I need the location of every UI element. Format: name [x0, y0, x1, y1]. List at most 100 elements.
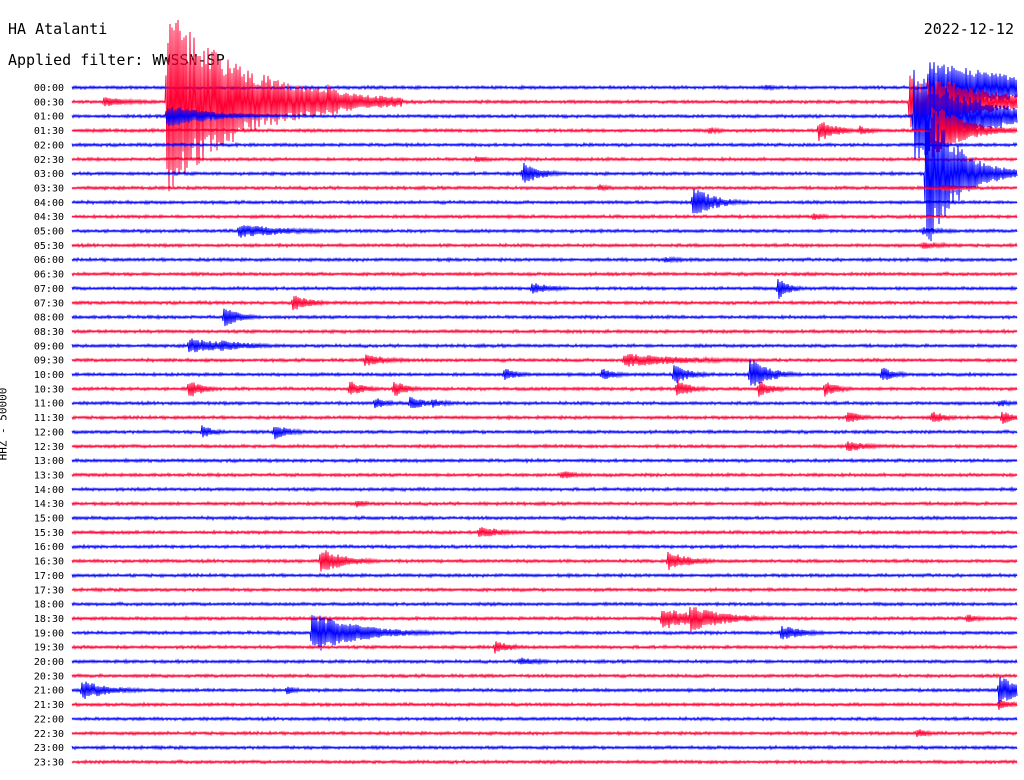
row-label: 23:30: [34, 757, 64, 768]
row-label: 06:00: [34, 255, 64, 266]
seismic-trace: [71, 744, 1018, 751]
seismic-trace: [71, 676, 1018, 704]
row-label: 13:00: [34, 456, 64, 467]
seismic-trace: [71, 699, 1018, 710]
row-label: 09:30: [34, 356, 64, 367]
seismic-trace: [71, 19, 1018, 192]
seismic-trace: [71, 380, 1018, 397]
seismic-trace: [71, 189, 1018, 214]
seismic-trace: [71, 615, 1018, 651]
row-label: 20:30: [34, 671, 64, 682]
seismic-trace: [71, 104, 1018, 242]
row-label: 01:30: [34, 126, 64, 137]
seismic-trace: [71, 156, 1018, 163]
row-label: 17:30: [34, 585, 64, 596]
row-label: 04:30: [34, 212, 64, 223]
seismic-trace: [71, 500, 1018, 508]
seismic-trace: [71, 241, 1018, 250]
seismic-trace: [71, 328, 1018, 335]
row-label: 11:30: [34, 413, 64, 424]
row-label: 16:00: [34, 542, 64, 553]
seismic-trace: [71, 543, 1018, 550]
seismic-trace: [71, 758, 1018, 765]
seismic-trace: [71, 184, 1018, 193]
row-label-group: 00:00 00:30 01:00 01:30 02:00 02:30 03:00 03:30…: [34, 83, 64, 768]
seismic-trace: [71, 107, 1018, 158]
row-label: 18:00: [34, 600, 64, 611]
seismic-trace: [71, 359, 1018, 386]
row-label: 22:30: [34, 729, 64, 740]
row-label: 14:00: [34, 485, 64, 496]
seismic-trace: [71, 255, 1018, 264]
row-label: 19:00: [34, 628, 64, 639]
seismic-trace: [71, 396, 1018, 409]
date-label: 2022-12-12: [923, 20, 1014, 38]
seismic-trace: [71, 295, 1018, 311]
seismic-trace: [71, 607, 1018, 632]
seismic-trace: [71, 213, 1018, 220]
seismic-trace: [71, 308, 1018, 327]
row-label: 08:00: [34, 313, 64, 324]
row-label: 02:30: [34, 155, 64, 166]
seismic-trace: [71, 338, 1018, 353]
trace-group: [71, 19, 1018, 765]
row-label: 09:00: [34, 341, 64, 352]
seismic-trace: [71, 550, 1018, 572]
row-label: 21:00: [34, 686, 64, 697]
row-label: 01:00: [34, 112, 64, 123]
seismic-trace: [71, 601, 1018, 608]
seismic-trace: [71, 514, 1018, 522]
row-label: 05:30: [34, 241, 64, 252]
seismic-trace: [71, 279, 1018, 299]
row-label: 07:30: [34, 298, 64, 309]
row-label: 15:30: [34, 528, 64, 539]
seismic-trace: [71, 425, 1018, 440]
row-label: 13:30: [34, 470, 64, 481]
seismic-trace: [71, 572, 1018, 579]
row-label: 10:00: [34, 370, 64, 381]
row-label: 02:00: [34, 140, 64, 151]
row-label: 16:30: [34, 557, 64, 568]
seismic-trace: [71, 586, 1018, 593]
row-label: 23:00: [34, 743, 64, 754]
row-label: 00:30: [34, 97, 64, 108]
row-label: 17:00: [34, 571, 64, 582]
seismic-trace: [71, 527, 1018, 537]
row-label: 12:30: [34, 442, 64, 453]
seismic-trace: [71, 225, 1018, 238]
row-label: 19:30: [34, 643, 64, 654]
row-label: 08:30: [34, 327, 64, 338]
seismic-trace: [71, 729, 1018, 738]
row-label: 20:00: [34, 657, 64, 668]
row-label: 10:30: [34, 384, 64, 395]
seismic-trace: [71, 457, 1018, 464]
row-label: 03:00: [34, 169, 64, 180]
row-label: 07:00: [34, 284, 64, 295]
seismic-trace: [71, 641, 1018, 654]
row-label: 06:30: [34, 270, 64, 281]
seismic-trace: [71, 672, 1018, 680]
row-label: 05:00: [34, 227, 64, 238]
row-label: 14:30: [34, 499, 64, 510]
row-label: 18:30: [34, 614, 64, 625]
row-label: 15:00: [34, 514, 64, 525]
station-title: HA Atalanti: [8, 20, 108, 38]
seismic-trace: [71, 69, 1018, 160]
row-label: 11:00: [34, 399, 64, 410]
row-label: 22:00: [34, 714, 64, 725]
row-label: 03:30: [34, 183, 64, 194]
seismic-trace: [71, 411, 1018, 424]
seismic-trace: [71, 471, 1018, 479]
row-label: 21:30: [34, 700, 64, 711]
seismic-trace: [71, 353, 1018, 367]
seismic-trace: [71, 270, 1018, 278]
seismic-trace: [71, 657, 1018, 666]
row-label: 00:00: [34, 83, 64, 94]
seismic-trace: [71, 141, 1018, 149]
seismic-trace: [71, 715, 1018, 723]
row-label: 04:00: [34, 198, 64, 209]
seismic-trace: [71, 441, 1018, 451]
row-label: 12:00: [34, 427, 64, 438]
seismic-trace: [71, 486, 1018, 493]
